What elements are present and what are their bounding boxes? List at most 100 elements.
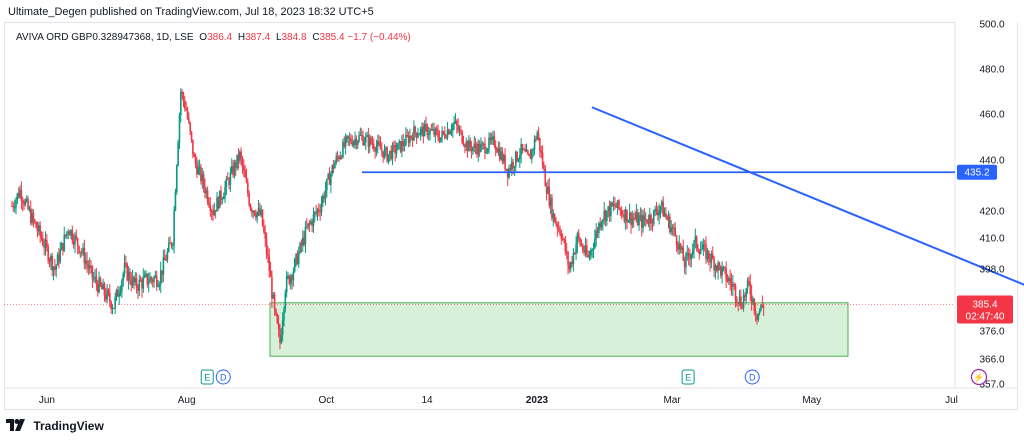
candle-body: [540, 151, 543, 153]
candle-body: [167, 242, 170, 252]
candle: [690, 253, 693, 268]
candle: [24, 198, 27, 207]
candle-body: [39, 225, 41, 236]
candle-body: [456, 120, 458, 126]
candle: [425, 116, 427, 132]
candle: [632, 212, 635, 228]
candle: [679, 243, 682, 254]
candle-body: [253, 210, 256, 215]
change-value: −1.7 (−0.44%): [347, 32, 411, 43]
candle: [209, 197, 212, 217]
candle: [127, 266, 130, 290]
candle: [76, 237, 79, 255]
candle-body: [640, 215, 643, 228]
candle: [619, 207, 622, 217]
candle-body: [407, 135, 410, 143]
candle-body: [222, 196, 225, 199]
candle: [470, 141, 473, 159]
candle: [354, 131, 356, 150]
high-value: 387.4: [245, 32, 271, 43]
candle-body: [256, 212, 258, 218]
candle: [631, 210, 634, 229]
candle: [44, 231, 47, 256]
candle-body: [311, 221, 313, 227]
candle-body: [356, 141, 359, 146]
candle: [422, 122, 425, 144]
candle: [547, 179, 549, 195]
y-tick-label: 376.0: [979, 327, 1004, 338]
candle: [28, 205, 31, 213]
candle-body: [190, 131, 193, 140]
candle-body: [655, 208, 658, 213]
candle-body: [683, 260, 686, 268]
candle-body: [248, 193, 250, 205]
candle-body: [226, 178, 229, 180]
candle: [496, 147, 498, 154]
resistance-price-text: 435.2: [964, 168, 989, 179]
candle-body: [154, 275, 157, 278]
candle-body: [104, 295, 107, 300]
candle: [386, 146, 388, 163]
candle: [343, 136, 346, 149]
candle: [200, 163, 202, 185]
candle: [29, 200, 32, 226]
candle: [309, 218, 312, 226]
event-marker-dividend[interactable]: D: [215, 369, 231, 385]
candle-body: [299, 243, 301, 253]
chart-frame[interactable]: [4, 22, 1018, 410]
candles: [11, 87, 765, 350]
candle: [665, 206, 667, 219]
candle-body: [74, 235, 76, 245]
candle: [379, 136, 382, 150]
candle: [457, 118, 459, 134]
candle: [693, 239, 695, 259]
candle: [611, 201, 614, 207]
candle-body: [484, 143, 486, 154]
event-marker-dividend[interactable]: D: [744, 369, 760, 385]
candle-body: [474, 143, 477, 148]
last-price-text: 385.4: [972, 300, 997, 311]
event-marker-earnings[interactable]: E: [681, 369, 695, 385]
candle: [433, 122, 435, 138]
candle: [111, 304, 114, 315]
candle: [104, 287, 107, 303]
candle-body: [761, 304, 764, 307]
candle-body: [741, 307, 744, 309]
candle-body: [501, 151, 504, 162]
candle: [372, 138, 375, 152]
candle-body: [372, 144, 375, 149]
candle: [737, 301, 740, 312]
y-tick-label: 410.0: [979, 234, 1004, 245]
candle: [472, 146, 474, 155]
candle-body: [188, 117, 190, 123]
candle: [651, 218, 654, 232]
candle-body: [695, 236, 698, 249]
candle-body: [350, 138, 352, 143]
event-marker-earnings[interactable]: E: [200, 369, 214, 385]
candle-body: [252, 210, 254, 213]
candle-body: [579, 238, 581, 245]
candle: [449, 129, 451, 135]
dividend-badge: [215, 369, 231, 385]
candle-body: [619, 208, 622, 211]
candle: [429, 127, 431, 141]
candle-body: [113, 308, 115, 310]
candle: [59, 242, 62, 265]
event-marker-split[interactable]: ⚡: [970, 368, 988, 386]
candle: [25, 195, 28, 203]
candle-body: [245, 177, 248, 183]
candle: [272, 292, 275, 299]
candle: [138, 274, 141, 297]
candle: [237, 148, 240, 170]
candle: [90, 260, 92, 274]
candle-body: [437, 131, 439, 138]
candle: [591, 248, 593, 258]
candle: [443, 126, 446, 140]
x-tick-label: 14: [422, 395, 434, 406]
candle-body: [662, 201, 664, 217]
candle: [114, 292, 116, 314]
candle: [35, 221, 37, 229]
earnings-badge: [681, 369, 695, 385]
x-tick-label: 2023: [526, 395, 549, 406]
